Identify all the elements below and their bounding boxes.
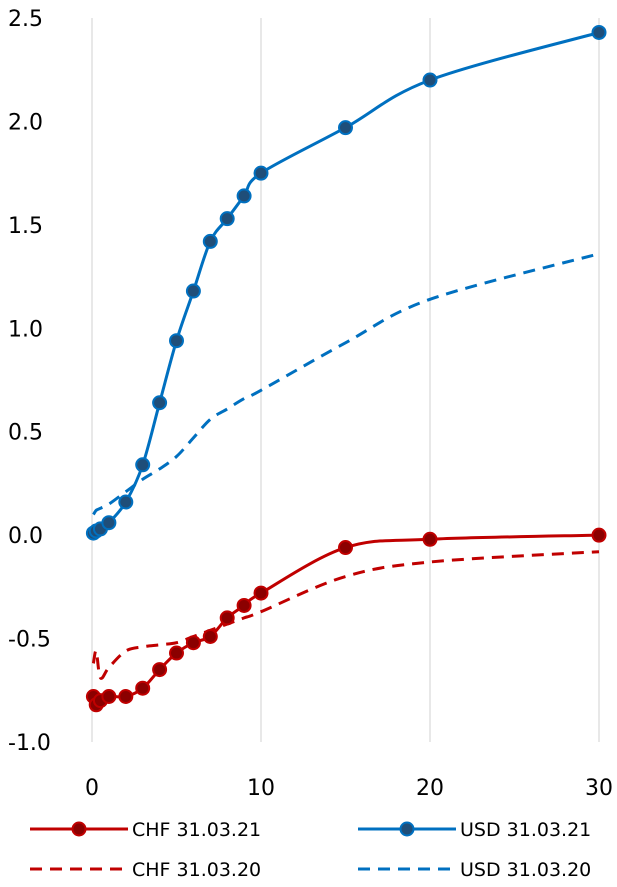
data-point-chf-31-03-21 [338,540,353,556]
legend-marker-chf-31-03-21 [71,821,87,837]
data-point-chf-31-03-21 [152,662,168,678]
legend-label-usd-31-03-21: USD 31.03.21 [460,819,591,841]
series-line-chf-31-03-21 [91,533,600,707]
data-point-chf-31-03-21 [219,610,235,626]
x-tick-label: 10 [247,776,275,801]
data-point-chf-31-03-21 [169,645,184,661]
y-tick-label: 2.5 [8,7,43,32]
legend-label-chf-31-03-21: CHF 31.03.21 [132,819,261,841]
y-axis-ticks: 2.5 2.0 1.5 1.0 0.5 0.0 -0.5 -1.0 [8,7,51,756]
data-point-usd-31-03-21 [253,165,269,181]
x-tick-label: 20 [416,776,444,801]
legend-marker-usd-31-03-21 [399,821,415,837]
legend-item-usd-31-03-20: USD 31.03.20 [358,859,591,881]
series-markers [85,24,607,713]
data-point-usd-31-03-21 [422,72,438,88]
y-tick-label: -0.5 [8,628,51,653]
legend-item-chf-31-03-21: CHF 31.03.21 [30,819,261,841]
data-point-usd-31-03-21 [118,494,134,510]
y-tick-label: 0.0 [8,524,43,549]
x-tick-label: 30 [585,776,613,801]
data-point-usd-31-03-21 [202,233,218,249]
y-tick-label: 1.0 [8,317,43,342]
data-point-chf-31-03-21 [202,629,218,645]
series-line-usd-31-03-20 [92,252,600,516]
data-point-usd-31-03-21 [101,515,117,531]
y-tick-label: 0.5 [8,421,43,446]
series-line-usd-31-03-21 [92,31,600,535]
legend-item-usd-31-03-21: USD 31.03.21 [358,819,591,841]
data-point-chf-31-03-21 [236,597,252,613]
data-point-usd-31-03-21 [152,395,168,411]
data-point-usd-31-03-21 [135,457,151,473]
data-point-chf-31-03-21 [591,527,607,543]
data-point-usd-31-03-21 [338,120,353,136]
y-tick-label: 1.5 [8,214,43,239]
data-point-chf-31-03-21 [118,688,134,704]
y-tick-label: 2.0 [8,110,43,135]
data-point-usd-31-03-21 [591,24,607,40]
data-point-chf-31-03-21 [135,680,151,696]
gridlines [91,18,600,742]
y-tick-label: -1.0 [8,731,51,756]
x-axis-ticks: 0 10 20 30 [85,776,613,801]
data-point-chf-31-03-21 [101,688,117,704]
legend-label-usd-31-03-20: USD 31.03.20 [460,859,591,881]
legend-label-chf-31-03-20: CHF 31.03.20 [132,859,261,881]
data-point-chf-31-03-21 [185,635,201,651]
data-point-usd-31-03-21 [185,283,201,299]
data-point-usd-31-03-21 [169,333,184,349]
legend-item-chf-31-03-20: CHF 31.03.20 [30,859,261,881]
data-point-chf-31-03-21 [253,585,269,601]
data-point-chf-31-03-21 [422,531,438,547]
data-point-usd-31-03-21 [236,188,252,204]
x-tick-label: 0 [85,776,99,801]
data-point-usd-31-03-21 [219,211,235,227]
legend: CHF 31.03.21 USD 31.03.21 CHF 31.03.20 USD … [30,819,591,881]
